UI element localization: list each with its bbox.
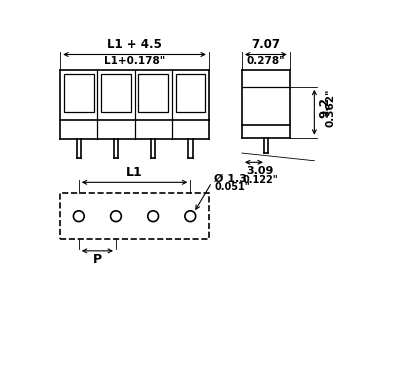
- Text: L1+0.178": L1+0.178": [104, 56, 165, 66]
- Text: L1 + 4.5: L1 + 4.5: [107, 39, 162, 51]
- Text: 0.278": 0.278": [246, 56, 285, 66]
- Text: 7.07: 7.07: [251, 39, 280, 51]
- Bar: [176, 74, 205, 112]
- Bar: [64, 74, 94, 112]
- Text: 0.362": 0.362": [326, 89, 336, 127]
- Text: P: P: [93, 253, 102, 266]
- Text: Ø 1.3: Ø 1.3: [214, 174, 247, 183]
- Text: 0.051": 0.051": [214, 182, 250, 192]
- Bar: [101, 74, 131, 112]
- Text: L1: L1: [126, 166, 143, 179]
- Text: 9.2: 9.2: [318, 97, 331, 118]
- Bar: [138, 74, 168, 112]
- Text: 0.122": 0.122": [242, 175, 278, 184]
- Bar: [60, 193, 209, 239]
- Text: 3.09: 3.09: [246, 166, 274, 176]
